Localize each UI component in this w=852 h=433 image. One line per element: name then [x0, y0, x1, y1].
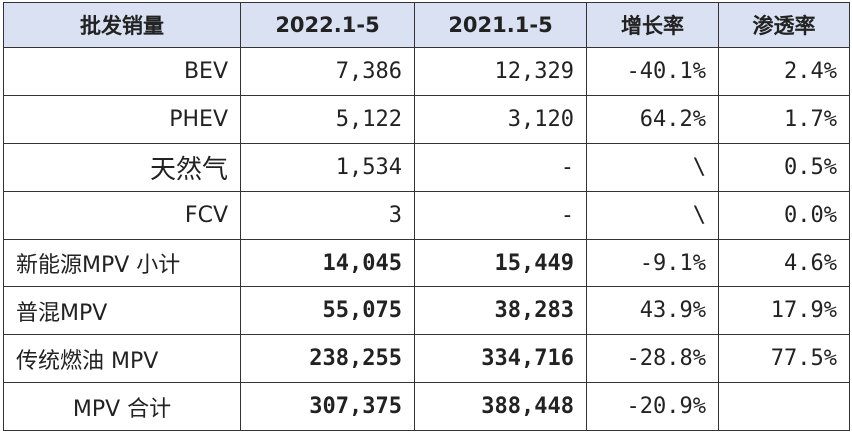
cell-2022: 5,122 — [240, 94, 415, 144]
table-row: 普混MPV 55,075 38,283 43.9% 17.9% — [3, 286, 850, 336]
cell-2021: 388,448 — [414, 382, 587, 432]
cell-penetration: 77.5% — [718, 334, 850, 384]
cell-2021: - — [414, 142, 587, 192]
header-penetration: 渗透率 — [718, 2, 850, 48]
cell-2021: 38,283 — [414, 286, 587, 336]
row-label: 新能源MPV 小计 — [3, 238, 241, 288]
cell-penetration: 2.4% — [718, 47, 850, 96]
cell-growth: \ — [586, 142, 719, 192]
mpv-sales-table: 批发销量 2022.1-5 2021.1-5 增长率 渗透率 BEV 7,386… — [3, 2, 850, 432]
cell-penetration: 4.6% — [718, 238, 850, 288]
row-label: BEV — [3, 47, 241, 96]
cell-2021: 3,120 — [414, 94, 587, 144]
cell-2021: 334,716 — [414, 334, 587, 384]
cell-2022: 14,045 — [240, 238, 415, 288]
cell-penetration: 17.9% — [718, 286, 850, 336]
table-row: MPV 合计 307,375 388,448 -20.9% — [3, 382, 850, 432]
cell-growth: 43.9% — [586, 286, 719, 336]
cell-2022: 7,386 — [240, 47, 415, 96]
cell-2021: 12,329 — [414, 47, 587, 96]
cell-growth: \ — [586, 190, 719, 240]
header-growth: 增长率 — [586, 2, 719, 48]
cell-2021: 15,449 — [414, 238, 587, 288]
cell-growth: 64.2% — [586, 94, 719, 144]
table-row: 新能源MPV 小计 14,045 15,449 -9.1% 4.6% — [3, 238, 850, 288]
cell-growth: -40.1% — [586, 47, 719, 96]
header-category: 批发销量 — [3, 2, 241, 48]
cell-2022: 307,375 — [240, 382, 415, 432]
cell-2022: 55,075 — [240, 286, 415, 336]
cell-growth: -20.9% — [586, 382, 719, 432]
cell-2021: - — [414, 190, 587, 240]
table-row: 天然气 1,534 - \ 0.5% — [3, 142, 850, 192]
table-row: 传统燃油 MPV 238,255 334,716 -28.8% 77.5% — [3, 334, 850, 384]
table-row: FCV 3 - \ 0.0% — [3, 190, 850, 240]
row-label: 传统燃油 MPV — [3, 334, 241, 384]
row-label: MPV 合计 — [3, 382, 241, 432]
row-label: 天然气 — [3, 142, 241, 192]
table-row: PHEV 5,122 3,120 64.2% 1.7% — [3, 94, 850, 144]
cell-2022: 1,534 — [240, 142, 415, 192]
row-label: FCV — [3, 190, 241, 240]
header-2021: 2021.1-5 — [414, 2, 587, 48]
cell-penetration: 0.5% — [718, 142, 850, 192]
table-row: BEV 7,386 12,329 -40.1% 2.4% — [3, 47, 850, 96]
row-label: PHEV — [3, 94, 241, 144]
cell-2022: 238,255 — [240, 334, 415, 384]
header-row: 批发销量 2022.1-5 2021.1-5 增长率 渗透率 — [3, 2, 850, 48]
row-label: 普混MPV — [3, 286, 241, 336]
cell-penetration — [718, 382, 850, 432]
cell-penetration: 1.7% — [718, 94, 850, 144]
cell-2022: 3 — [240, 190, 415, 240]
cell-growth: -9.1% — [586, 238, 719, 288]
header-2022: 2022.1-5 — [240, 2, 415, 48]
cell-penetration: 0.0% — [718, 190, 850, 240]
cell-growth: -28.8% — [586, 334, 719, 384]
